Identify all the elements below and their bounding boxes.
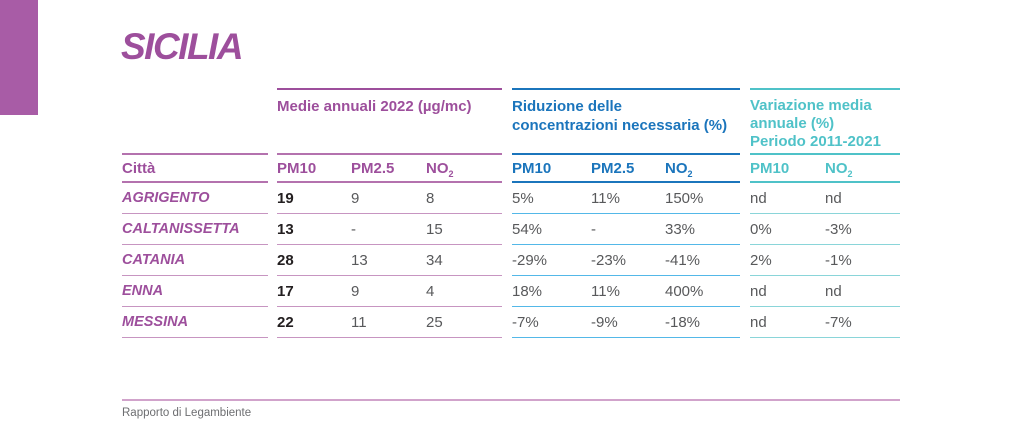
column-header-pm25: PM2.5 [591,159,635,177]
value-cell: 15 [426,220,443,238]
value-cell: 13 [277,220,294,238]
value-cell: 4 [426,282,435,300]
value-cell: 19 [277,189,294,207]
footer-source: Rapporto di Legambiente [122,407,252,419]
value-cell: - [591,220,596,238]
value-cell: 28 [277,251,294,269]
column-header-row: PM10 PM2.5 NO2 [512,153,740,183]
value-cell: 9 [351,282,360,300]
city-label: AGRIGENTO [122,190,210,206]
city-label: MESSINA [122,314,189,330]
table-row: 28 13 34 [277,245,502,276]
table-row: -29% -23% -41% [512,245,740,276]
value-cell: 0% [750,220,772,238]
value-cell: nd [750,313,767,331]
corner-accent-block [0,0,38,115]
group-title: Periodo 2011-2021 [750,133,881,150]
value-cell: 18% [512,282,543,300]
table-row: 13 - 15 [277,214,502,245]
city-label: ENNA [122,283,164,299]
table-row: CATANIA [122,245,268,276]
column-header-row: PM10 PM2.5 NO2 [277,153,502,183]
city-label: CATANIA [122,252,186,268]
value-cell: 150% [665,189,704,207]
table-row: ENNA [122,276,268,307]
column-header-no2: NO2 [825,159,853,179]
value-cell: 9 [351,189,360,207]
column-header-pm10: PM10 [512,159,552,177]
value-cell: 13 [351,251,368,269]
value-cell: 25 [426,313,443,331]
value-cell: 11 [351,313,367,331]
value-cell: nd [750,282,767,300]
value-cell: 54% [512,220,543,238]
table-row: 17 9 4 [277,276,502,307]
column-header-no2: NO2 [665,159,693,179]
group-title-wrap: Variazione media annuale (%) Periodo 201… [750,88,900,153]
value-cell: 17 [277,282,294,300]
table-row: MESSINA [122,307,268,338]
value-cell: 400% [665,282,704,300]
page-title: SICILIA [121,26,244,67]
table-row: nd nd [750,183,900,214]
city-label: CALTANISSETTA [122,221,240,237]
footer-divider [122,399,900,401]
table-row: 54% - 33% [512,214,740,245]
value-cell: 34 [426,251,443,269]
value-cell: -18% [665,313,701,331]
table-row: CALTANISSETTA [122,214,268,245]
table-row: 22 11 25 [277,307,502,338]
column-header-pm10: PM10 [277,159,317,177]
value-cell: -1% [825,251,852,269]
group-title: Riduzione delle [512,98,623,115]
value-cell: nd [825,282,842,300]
table-row: 19 9 8 [277,183,502,214]
value-cell: -7% [512,313,539,331]
value-cell: 11% [591,282,620,300]
column-header-no2: NO2 [426,159,454,179]
group-riduzione: Riduzione delle concentrazioni necessari… [512,88,740,338]
table-row: 5% 11% 150% [512,183,740,214]
value-cell: 22 [277,313,294,331]
group-title: annuale (%) [750,115,835,132]
table-row: -7% -9% -18% [512,307,740,338]
value-cell: 33% [665,220,696,238]
table-row: nd nd [750,276,900,307]
value-cell: - [351,220,356,238]
table-row: AGRIGENTO [122,183,268,214]
value-cell: -23% [591,251,627,269]
value-cell: -41% [665,251,701,269]
value-cell: nd [825,189,842,207]
group-title-wrap: Riduzione delle concentrazioni necessari… [512,88,740,153]
column-header-pm25: PM2.5 [351,159,395,177]
value-cell: -29% [512,251,548,269]
group-medie-annuali: Medie annuali 2022 (µg/mc) PM10 PM2.5 NO… [277,88,502,338]
city-column-spacer [122,88,268,153]
group-variazione: Variazione media annuale (%) Periodo 201… [750,88,900,338]
value-cell: 5% [512,189,534,207]
value-cell: nd [750,189,767,207]
group-title: concentrazioni necessaria (%) [512,117,728,134]
group-title: Variazione media [750,97,872,114]
value-cell: -9% [591,313,618,331]
value-cell: 2% [750,251,772,269]
group-title: Medie annuali 2022 (µg/mc) [277,98,472,115]
table-row: 0% -3% [750,214,900,245]
value-cell: 11% [591,189,620,207]
value-cell: 8 [426,189,435,207]
table-row: 2% -1% [750,245,900,276]
value-cell: -3% [825,220,852,238]
group-title-wrap: Medie annuali 2022 (µg/mc) [277,88,502,153]
city-column-header-row: Città [122,153,268,183]
column-header-row: PM10 NO2 [750,153,900,183]
table-row: nd -7% [750,307,900,338]
column-header-pm10: PM10 [750,159,790,177]
value-cell: -7% [825,313,852,331]
city-column-header: Città [122,159,156,177]
city-column: Città AGRIGENTO CALTANISSETTA CATANIA EN… [122,88,268,338]
table-row: 18% 11% 400% [512,276,740,307]
